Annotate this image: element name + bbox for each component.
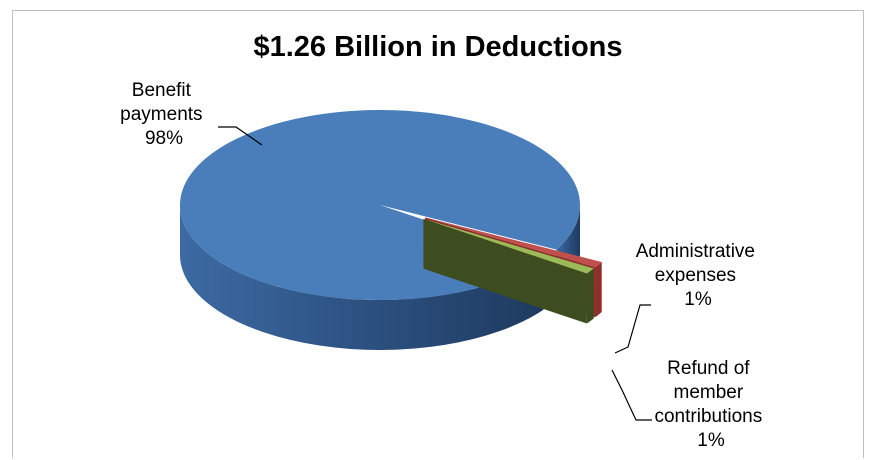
chart-title: $1.26 Billion in Deductions: [253, 31, 622, 63]
leader-line-refund-contributions: [611, 369, 652, 421]
label-line: Administrative: [636, 241, 755, 262]
slice-side-benefit-payments: [179, 205, 544, 351]
label-line: 1%: [684, 289, 712, 310]
label-line: Benefit: [132, 80, 192, 101]
label-line: Refund of: [667, 358, 750, 379]
label-line: 98%: [145, 128, 183, 149]
slice-side-refund-contributions: [586, 268, 594, 324]
label-line: expenses: [655, 265, 736, 286]
slice-side-administrative-expenses: [595, 262, 602, 318]
slice-label-administrative-expenses: Administrative expenses 1%: [636, 241, 761, 310]
chart-frame: [12, 10, 864, 458]
slice-top-administrative-expenses: [425, 217, 602, 268]
leader-line-benefit-payments: [218, 126, 263, 146]
label-line: 1%: [697, 430, 725, 451]
label-line: member: [674, 382, 744, 403]
slice-top-refund-contributions: [423, 218, 594, 274]
slice-label-refund-contributions: Refund of member contributions 1%: [654, 358, 767, 451]
label-line: payments: [120, 104, 202, 125]
leader-line-administrative-expenses: [614, 304, 651, 354]
pie-slices: [179, 110, 602, 351]
slice-cut-refund-contributions: [423, 218, 587, 324]
label-line: contributions: [654, 406, 762, 427]
slice-label-benefit-payments: Benefit payments 98%: [120, 80, 208, 149]
